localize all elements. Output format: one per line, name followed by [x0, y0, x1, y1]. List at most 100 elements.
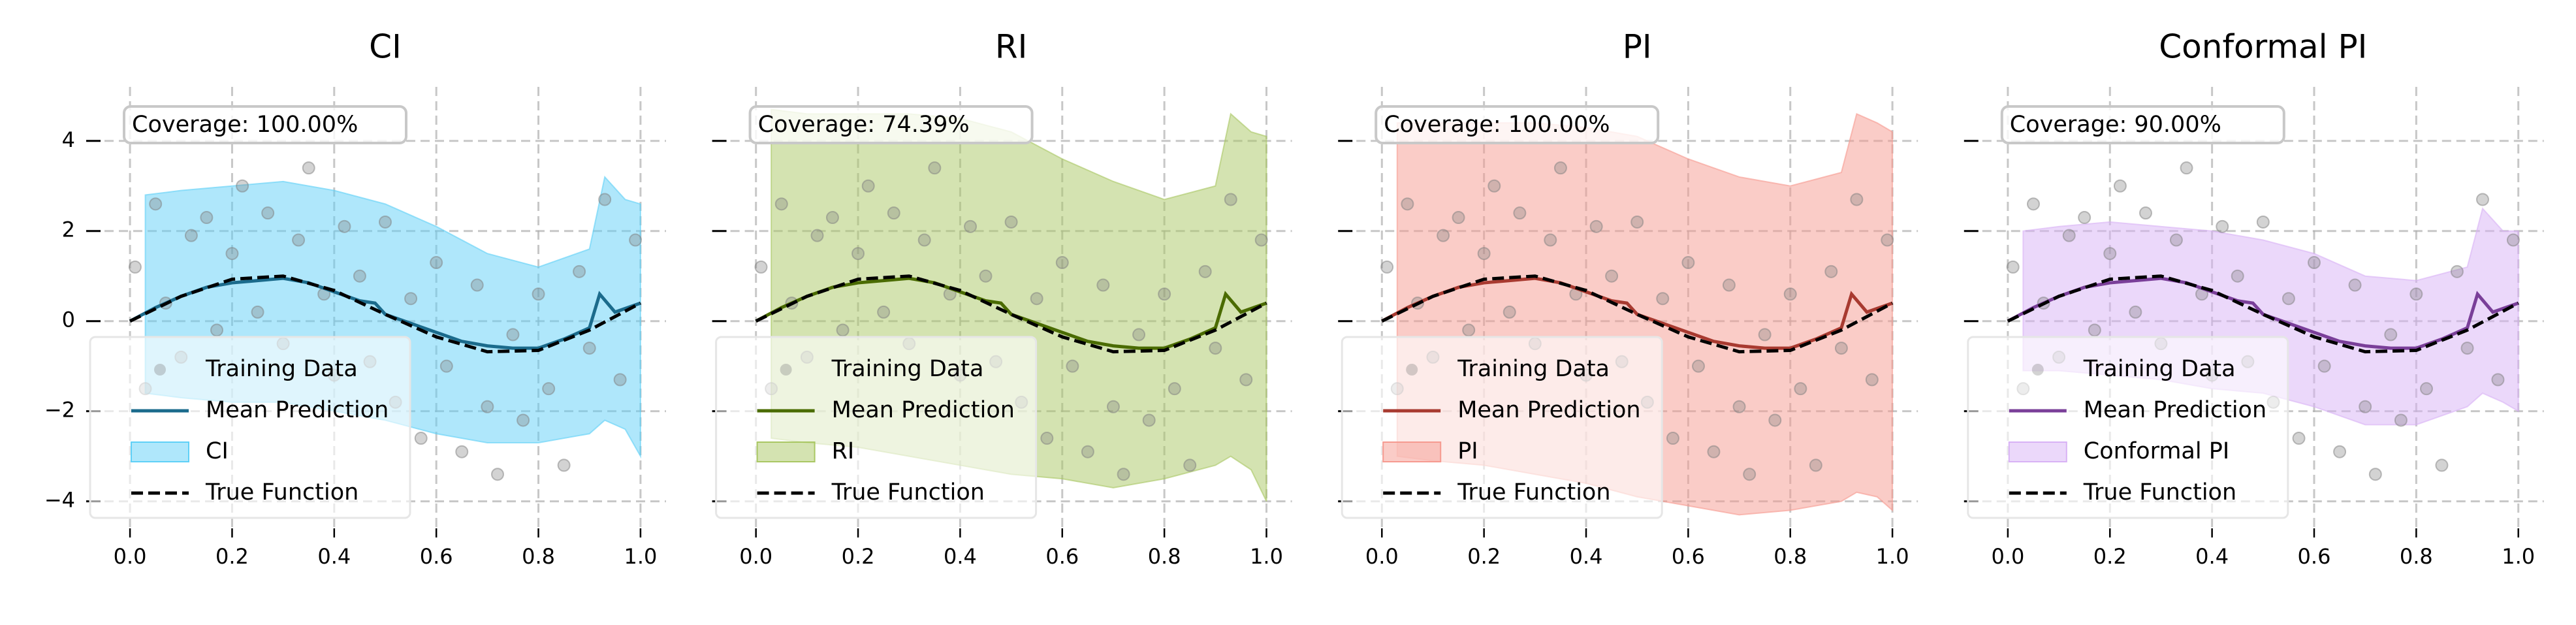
training-point	[455, 445, 469, 458]
training-point	[1487, 179, 1501, 193]
x-tick-label: 0.8	[522, 544, 555, 569]
training-point	[1794, 382, 1807, 396]
training-point	[2359, 400, 2372, 413]
training-point	[1768, 413, 1782, 427]
training-point	[491, 468, 504, 481]
training-point	[2475, 193, 2489, 206]
training-point	[1055, 256, 1069, 270]
subplot-title: PI	[1623, 28, 1652, 66]
legend-swatch	[1406, 364, 1418, 376]
training-point	[1437, 229, 1450, 242]
training-point	[629, 233, 643, 247]
training-point	[414, 432, 428, 445]
training-point	[1066, 359, 1079, 373]
training-point	[1452, 211, 1465, 225]
training-point	[439, 359, 453, 373]
legend-label: Training Data	[831, 356, 984, 382]
legend-label: Mean Prediction	[2084, 397, 2266, 423]
training-point	[2491, 373, 2505, 387]
legend-box	[715, 336, 1038, 519]
y-tick-label: 0	[62, 308, 75, 332]
training-point	[1666, 432, 1679, 445]
training-point	[1380, 260, 1394, 274]
training-point	[2113, 179, 2127, 193]
training-point	[810, 229, 824, 242]
training-point	[2384, 328, 2398, 342]
x-tick-label: 0.6	[420, 544, 453, 569]
training-point	[1183, 458, 1197, 472]
true-function-line	[2007, 274, 2519, 354]
training-point	[1142, 413, 1156, 427]
x-tick-label: 0.2	[1467, 544, 1501, 569]
x-tick-label: 0.8	[2400, 544, 2433, 569]
training-point	[470, 278, 484, 292]
training-point	[851, 247, 865, 261]
legend-label: Mean Prediction	[206, 397, 389, 423]
training-point	[836, 323, 850, 337]
training-point	[2026, 197, 2040, 211]
training-point	[2103, 247, 2117, 261]
training-point	[517, 413, 530, 427]
legend-swatch	[154, 364, 166, 376]
training-point	[1692, 359, 1706, 373]
training-point	[2435, 458, 2449, 472]
training-point	[2088, 323, 2101, 337]
x-tick-label: 1.0	[1876, 544, 1909, 569]
x-tick-label: 0.6	[1672, 544, 1705, 569]
training-point	[2169, 233, 2183, 247]
training-point	[1881, 233, 1894, 247]
subplot: Conformal PI 0.0 0.2 0.4 0.6 0.8 1.0 Coverage: …	[1964, 28, 2544, 569]
x-tick-label: 0.8	[1148, 544, 1181, 569]
training-point	[1477, 247, 1491, 261]
training-point	[404, 292, 418, 306]
training-point	[1681, 256, 1695, 270]
training-point	[1865, 373, 1879, 387]
legend-label: PI	[1457, 438, 1478, 464]
true-function-line	[129, 274, 642, 354]
legend-label: True Function	[205, 479, 358, 505]
legend-swatch	[756, 441, 816, 462]
coverage-box	[2000, 105, 2285, 144]
training-point	[1544, 233, 1557, 247]
training-point	[1732, 400, 1746, 413]
training-point	[2317, 359, 2331, 373]
x-tick-label: 0.4	[1570, 544, 1603, 569]
training-point	[1096, 278, 1110, 292]
training-point	[598, 193, 612, 206]
training-point	[1824, 264, 1838, 278]
training-point	[1158, 287, 1171, 301]
training-point	[2231, 269, 2244, 283]
coverage-box	[123, 105, 407, 144]
training-point	[1081, 445, 1094, 458]
training-point	[1462, 323, 1476, 337]
x-tick-label: 0.2	[2093, 544, 2127, 569]
training-point	[1503, 305, 1516, 319]
training-point	[1553, 161, 1567, 175]
subplot: RI 0.0 0.2 0.4 0.6 0.8 1.0 Coverage: 74.39% Trai…	[712, 28, 1292, 569]
training-point	[149, 197, 163, 211]
training-point	[2216, 219, 2229, 233]
x-tick-label: 0.6	[1045, 544, 1079, 569]
training-point	[557, 458, 571, 472]
training-point	[2282, 292, 2295, 306]
subplot: CI 0.0 0.2 0.4 0.6 0.8 1.0 −4 −2 0 2 4 Coverage: 100…	[44, 28, 666, 569]
legend-swatch	[131, 441, 189, 462]
training-point	[506, 328, 520, 342]
x-tick-label: 0.4	[317, 544, 351, 569]
coverage-text: Coverage: 90.00%	[2010, 112, 2221, 138]
training-point	[128, 260, 142, 274]
legend-swatch	[2031, 364, 2044, 376]
true-function-line	[755, 274, 1267, 354]
training-point	[887, 206, 900, 220]
training-point	[613, 373, 627, 387]
legend-label: RI	[832, 438, 855, 464]
training-point	[379, 215, 392, 229]
training-point	[573, 264, 586, 278]
legend-label: Training Data	[1457, 356, 1610, 382]
training-point	[1656, 292, 1670, 306]
training-point	[2333, 445, 2347, 458]
x-tick-label: 1.0	[2502, 544, 2535, 569]
training-point	[1030, 292, 1043, 306]
training-point	[2409, 287, 2423, 301]
